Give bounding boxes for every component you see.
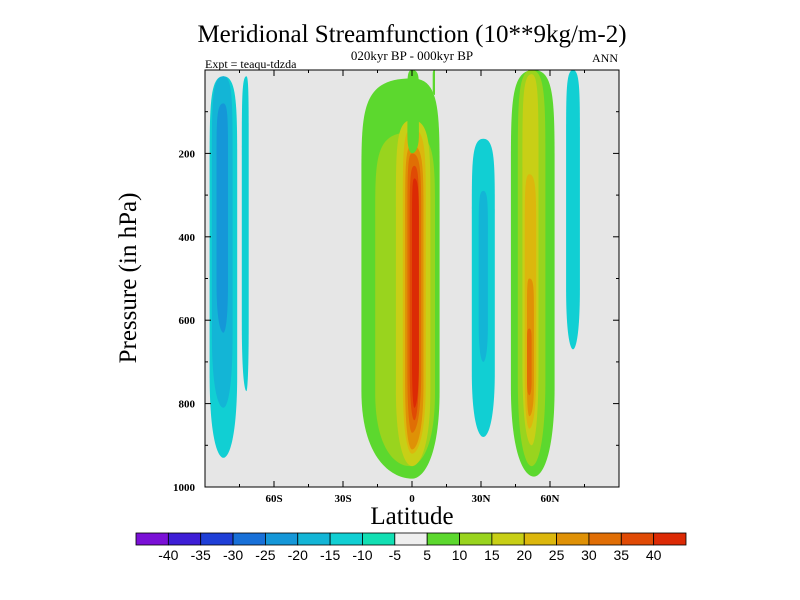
colorbar-swatch bbox=[167, 532, 202, 546]
chart-subtitle: 020kyr BP - 000kyr BP bbox=[351, 48, 473, 63]
contour-region-hadley-l40 bbox=[412, 178, 419, 408]
contour-region-polar-neg-l10 bbox=[566, 70, 580, 350]
y-tick-label: 1000 bbox=[173, 482, 196, 494]
contour-region-nh-neg-l15 bbox=[478, 190, 488, 362]
plot-area: 60S 30S 0 30N 60N 200 400 600 800 1000 bbox=[173, 69, 620, 505]
colorbar-swatch bbox=[362, 532, 396, 546]
x-tick-label: 30N bbox=[472, 493, 491, 505]
y-axis-ticks: 200 400 600 800 1000 bbox=[173, 111, 619, 494]
contour-region-sh-band-c bbox=[216, 103, 228, 333]
colorbar-label: 20 bbox=[516, 547, 532, 563]
colorbar-label: -20 bbox=[288, 547, 308, 563]
colorbar-swatch bbox=[556, 532, 590, 546]
colorbar-swatch bbox=[135, 532, 169, 546]
colorbar-swatch bbox=[459, 532, 493, 546]
colorbar-label: -40 bbox=[158, 547, 178, 563]
colorbar-label: -30 bbox=[223, 547, 243, 563]
colorbar-swatch bbox=[232, 532, 266, 546]
colorbar-swatch bbox=[620, 532, 655, 546]
colorbar-label: -35 bbox=[191, 547, 211, 563]
colorbar-swatch bbox=[200, 532, 234, 546]
colorbar-label: -5 bbox=[389, 547, 402, 563]
colorbar-label: 15 bbox=[484, 547, 500, 563]
x-axis-ticks: 60S 30S 0 30N 60N bbox=[239, 70, 585, 505]
x-axis-label: Latitude bbox=[370, 503, 453, 530]
season-label: ANN bbox=[592, 51, 618, 65]
colorbar-swatch bbox=[329, 532, 363, 546]
x-tick-label: 60S bbox=[265, 493, 282, 505]
experiment-label: Expt = teaqu-tdzda bbox=[205, 57, 297, 71]
colorbar-swatch bbox=[523, 532, 557, 546]
y-axis-label: Pressure (in hPa) bbox=[115, 193, 142, 364]
colorbar-label: -15 bbox=[320, 547, 340, 563]
y-tick-label: 600 bbox=[179, 315, 196, 327]
colorbar-swatch bbox=[394, 532, 428, 546]
contour-regions bbox=[209, 70, 580, 479]
y-tick-label: 400 bbox=[179, 232, 196, 244]
contour-region-eq-aloft-spot bbox=[432, 70, 435, 96]
colorbar-swatch bbox=[426, 532, 460, 546]
colorbar-label: 5 bbox=[423, 547, 431, 563]
x-tick-label: 30S bbox=[334, 493, 351, 505]
x-tick-label: 0 bbox=[409, 493, 415, 505]
y-tick-label: 200 bbox=[179, 148, 196, 160]
colorbar-label: -25 bbox=[255, 547, 275, 563]
contour-region-sh-band-d bbox=[241, 76, 249, 392]
colorbar-label: 25 bbox=[549, 547, 565, 563]
chart-title: Meridional Streamfunction (10**9kg/m-2) bbox=[197, 21, 626, 48]
colorbar-swatch bbox=[653, 532, 687, 546]
colorbar-label: -10 bbox=[352, 547, 372, 563]
colorbar-swatch bbox=[265, 532, 299, 546]
x-tick-label: 60N bbox=[541, 493, 560, 505]
colorbar-swatch bbox=[491, 532, 525, 546]
colorbar-swatch bbox=[297, 532, 331, 546]
colorbar: -40 -35 -30 -25 -20 -15 -10 -5 5 10 15 20 25 30 35 40 bbox=[135, 532, 687, 563]
y-tick-label: 800 bbox=[179, 399, 196, 411]
colorbar-label: 35 bbox=[614, 547, 630, 563]
colorbar-label: 10 bbox=[452, 547, 468, 563]
contour-region-ferrel-l30 bbox=[527, 328, 532, 396]
contour-region-eq-aloft-l5 bbox=[407, 70, 419, 154]
colorbar-swatch bbox=[588, 532, 622, 546]
colorbar-label: 30 bbox=[581, 547, 597, 563]
colorbar-label: 40 bbox=[646, 547, 662, 563]
